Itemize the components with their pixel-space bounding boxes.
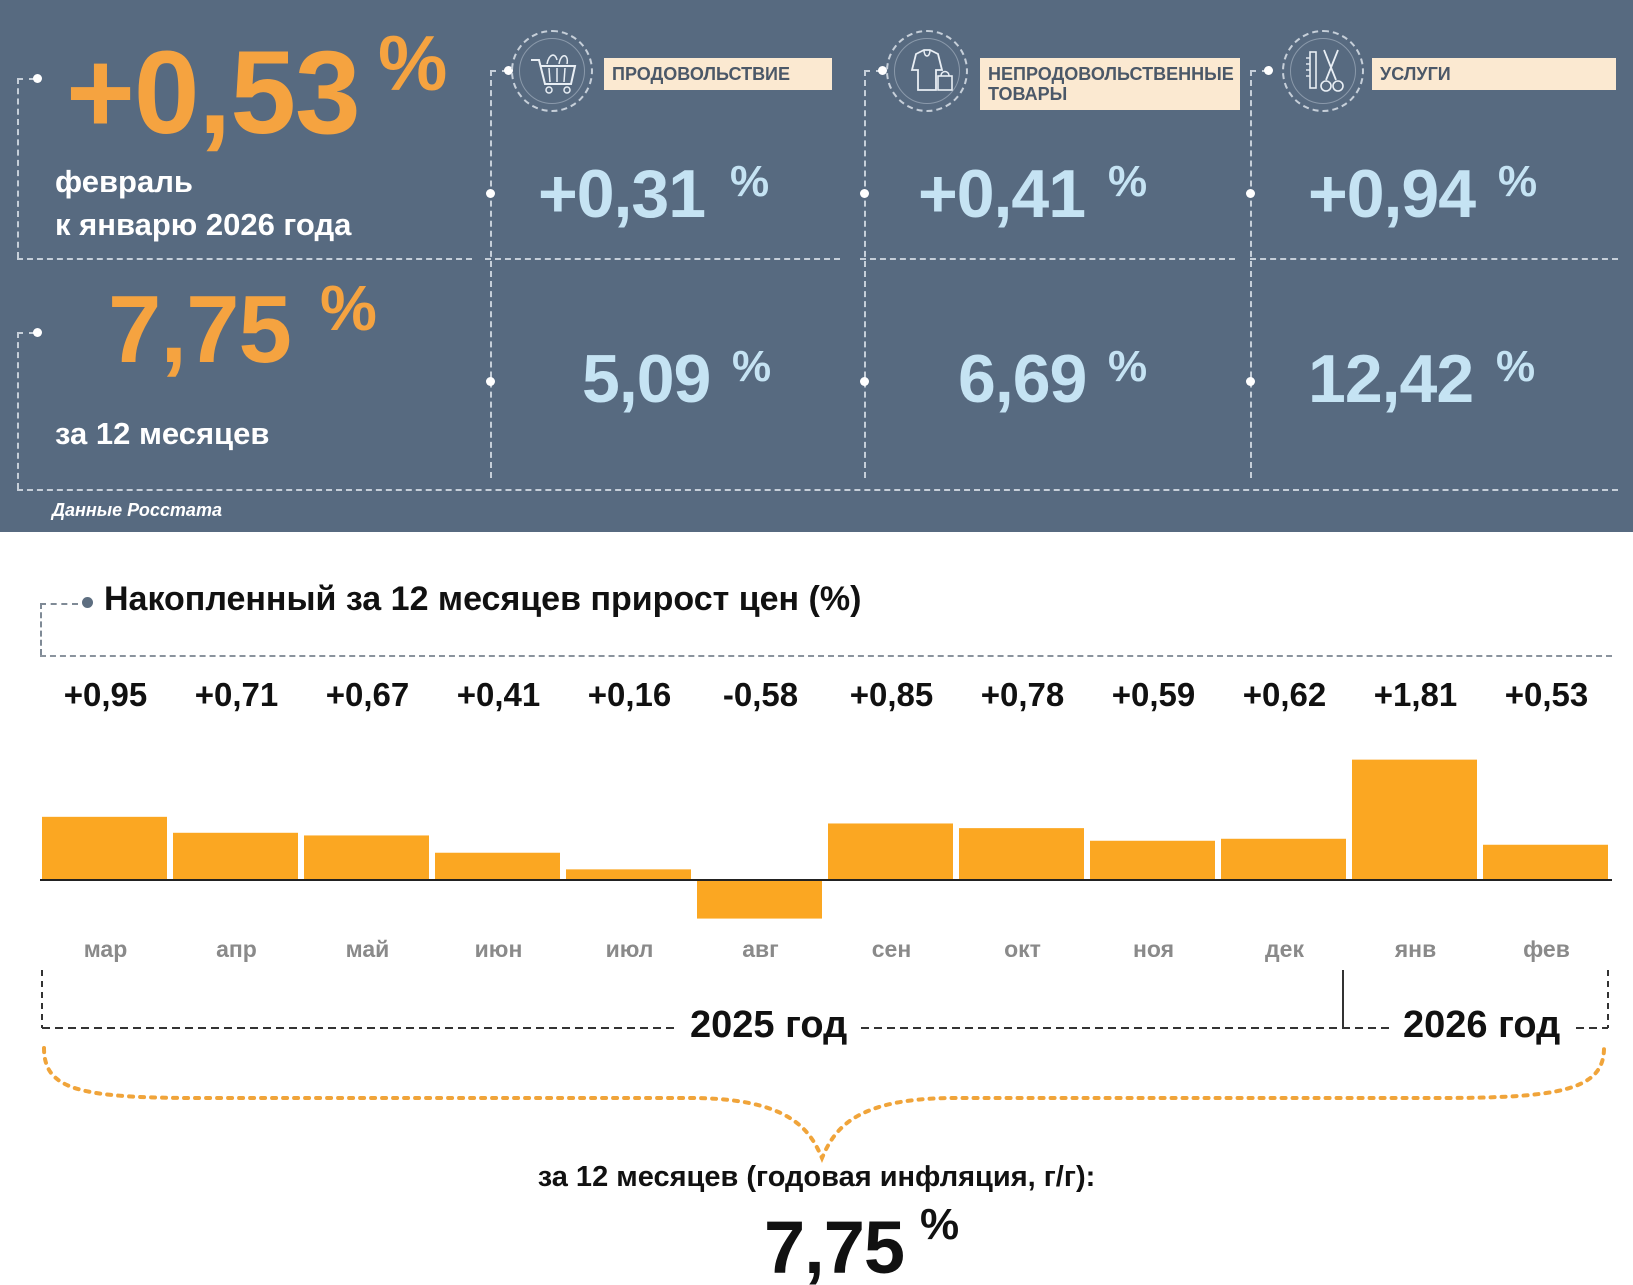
value-label: +1,81 — [1373, 676, 1458, 713]
bar-авг — [697, 880, 822, 919]
bar-июн — [435, 852, 560, 880]
value-label: +0,62 — [1242, 676, 1327, 713]
value-label: +0,59 — [1111, 676, 1196, 713]
category-tag-services: УСЛУГИ — [1372, 58, 1616, 90]
category-tag-food: ПРОДОВОЛЬСТВИЕ — [604, 58, 832, 90]
period-label: февраль к январю 2026 года — [55, 164, 352, 242]
month-label: окт — [1004, 936, 1041, 962]
value-label: +0,95 — [63, 676, 148, 713]
chart-title-dot — [82, 597, 93, 608]
nonfood-annual-value: 6,69 % — [958, 341, 1148, 417]
month-label: ноя — [1132, 936, 1175, 962]
month-label: мар — [83, 936, 128, 962]
monthly-change-value: +0,53 % — [66, 19, 447, 159]
percent-sign: % — [732, 342, 772, 391]
annual-change-value: 7,75 % — [108, 272, 377, 383]
category-tag-nonfood: НЕПРОДОВОЛЬСТВЕННЫЕ ТОВАРЫ — [980, 58, 1240, 110]
value-label: +0,78 — [980, 676, 1065, 713]
bar-дек — [1221, 838, 1346, 880]
connector-dot — [1246, 189, 1255, 198]
annual-inflation-caption: за 12 месяцев (годовая инфляция, г/г): — [537, 1161, 1096, 1193]
month-label: май — [345, 936, 390, 962]
annual-brace — [42, 1046, 1606, 1164]
percent-sign: % — [1498, 157, 1538, 206]
percent-sign: % — [1496, 342, 1536, 391]
connector-dot — [33, 74, 42, 83]
chart-title-connector — [40, 603, 78, 655]
clothes-bag-icon — [886, 30, 968, 112]
shopping-cart-icon — [511, 30, 593, 112]
value-label: -0,58 — [722, 676, 799, 713]
connector-dot — [486, 377, 495, 386]
bar-сен — [828, 823, 953, 880]
annual-label: за 12 месяцев — [55, 416, 270, 451]
value-label: +0,71 — [194, 676, 279, 713]
month-label: июн — [474, 936, 523, 962]
bar-ноя — [1090, 840, 1215, 880]
source-note: Данные Росстата — [52, 500, 222, 520]
bar-фев — [1483, 844, 1608, 880]
food-annual-value: 5,09 % — [582, 341, 772, 417]
services-annual-value: 12,42 % — [1308, 341, 1536, 417]
value-label: +0,67 — [325, 676, 410, 713]
connector-dot — [860, 189, 869, 198]
bar-апр — [173, 832, 298, 880]
percent-sign: % — [1108, 157, 1148, 206]
services-monthly-value: +0,94 % — [1308, 156, 1538, 232]
value-label: +0,41 — [456, 676, 541, 713]
scissors-comb-icon — [1282, 30, 1364, 112]
annual-inflation-value: 7,75 — [764, 1206, 905, 1285]
food-monthly-value: +0,31 % — [538, 156, 770, 232]
bar-июл — [566, 869, 691, 880]
connector-dot — [486, 189, 495, 198]
bar-окт — [959, 828, 1084, 880]
percent-sign: % — [378, 19, 447, 107]
bar-мар — [42, 816, 167, 880]
annual-inflation-percent: % — [920, 1200, 960, 1249]
month-label: сен — [871, 936, 912, 962]
value-label: +0,16 — [587, 676, 672, 713]
nonfood-monthly-value: +0,41 % — [918, 156, 1148, 232]
year-label-2026: 2026 год — [1389, 1004, 1575, 1047]
bar-май — [304, 835, 429, 880]
value-label: +0,85 — [849, 676, 934, 713]
month-label: фев — [1523, 936, 1570, 962]
chart-title-rule — [40, 655, 1612, 657]
month-label: авг — [742, 936, 779, 962]
percent-sign: % — [320, 272, 377, 344]
chart-title: Накопленный за 12 месяцев прирост цен (%… — [104, 580, 862, 618]
connector-dot — [1246, 377, 1255, 386]
year-label-2025: 2025 год — [676, 1004, 862, 1047]
percent-sign: % — [1108, 342, 1148, 391]
month-label: апр — [216, 936, 257, 962]
value-label: +0,53 — [1504, 676, 1589, 713]
month-label: июл — [605, 936, 654, 962]
connector-dot — [878, 66, 887, 75]
inflation-summary-panel: +0,53 % февраль к январю 2026 года 7,75 … — [0, 0, 1633, 532]
month-label: янв — [1394, 936, 1437, 962]
connector-dot — [33, 328, 42, 337]
connector-dot — [860, 377, 869, 386]
bar-янв — [1352, 759, 1477, 880]
connector-dot — [504, 66, 513, 75]
connector-dot — [1264, 66, 1273, 75]
month-label: дек — [1265, 936, 1304, 962]
percent-sign: % — [730, 157, 770, 206]
